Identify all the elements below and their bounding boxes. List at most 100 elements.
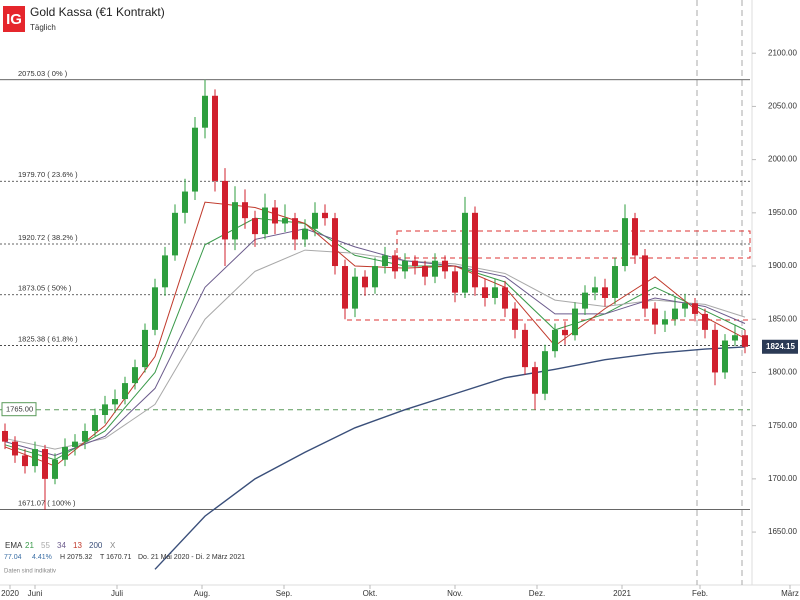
x-tick-label: 2021 bbox=[613, 589, 631, 598]
candle-body bbox=[602, 287, 608, 298]
candle-body bbox=[442, 260, 448, 272]
x-tick-label: 2020 bbox=[1, 589, 19, 598]
candle-body bbox=[722, 340, 728, 373]
fib-label: 1920.72 ( 38.2% ) bbox=[18, 233, 78, 242]
candle-body bbox=[372, 266, 378, 288]
candle-body bbox=[452, 271, 458, 293]
disclaimer: Daten sind indikativ bbox=[4, 569, 56, 575]
y-tick-label: 1950.00 bbox=[768, 208, 797, 217]
candle-body bbox=[122, 383, 128, 400]
candle-body bbox=[152, 287, 158, 330]
candle-body bbox=[582, 292, 588, 309]
candle-body bbox=[632, 218, 638, 256]
candle-body bbox=[562, 329, 568, 336]
candle-body bbox=[482, 287, 488, 298]
chart-title: Gold Kassa (€1 Kontrakt) bbox=[30, 5, 165, 19]
legend-label: EMA bbox=[5, 541, 23, 550]
candle-body bbox=[382, 255, 388, 267]
legend-entry: 21 bbox=[25, 541, 34, 550]
stat: 4.41% bbox=[32, 554, 52, 561]
y-tick-label: 1800.00 bbox=[768, 368, 797, 377]
candle-body bbox=[272, 207, 278, 224]
x-tick-label: Dez. bbox=[529, 589, 545, 598]
candle-body bbox=[362, 276, 368, 288]
candle-body bbox=[282, 218, 288, 224]
ema-line bbox=[154, 346, 746, 570]
y-tick-label: 1750.00 bbox=[768, 421, 797, 430]
candle-body bbox=[612, 266, 618, 298]
candle-body bbox=[502, 287, 508, 309]
candle-body bbox=[162, 255, 168, 288]
candle-body bbox=[202, 95, 208, 128]
candle-body bbox=[82, 430, 88, 442]
stat: T 1670.71 bbox=[100, 554, 132, 561]
candle-body bbox=[742, 335, 748, 347]
chart-subtitle: Täglich bbox=[30, 23, 56, 32]
ema-line bbox=[4, 217, 746, 461]
y-tick-label: 2100.00 bbox=[768, 48, 797, 57]
y-tick-label: 1700.00 bbox=[768, 474, 797, 483]
candle-body bbox=[302, 228, 308, 240]
candle-body bbox=[32, 449, 38, 467]
candle-body bbox=[132, 367, 138, 384]
candle-body bbox=[62, 446, 68, 460]
fib-label: 1825.38 ( 61.8% ) bbox=[18, 334, 78, 343]
candle-body bbox=[322, 212, 328, 219]
candle-body bbox=[682, 303, 688, 309]
logo bbox=[3, 6, 25, 32]
candle-body bbox=[692, 303, 698, 314]
candle-body bbox=[22, 455, 28, 467]
ema-line bbox=[4, 201, 746, 467]
x-tick-label: Juli bbox=[111, 589, 123, 598]
support-box bbox=[1, 402, 37, 417]
legend: EMA 21 55 34 13 200 X bbox=[5, 541, 116, 550]
candle-body bbox=[242, 202, 248, 219]
price-label: 1824.15 bbox=[766, 342, 795, 351]
candle-body bbox=[332, 218, 338, 267]
candle-body bbox=[532, 367, 538, 394]
candle-body bbox=[52, 459, 58, 479]
candle-body bbox=[72, 441, 78, 447]
x-tick-label: Aug. bbox=[194, 589, 210, 598]
candle-body bbox=[12, 441, 18, 456]
candle-body bbox=[342, 266, 348, 309]
fib-label: 1979.70 ( 23.6% ) bbox=[18, 170, 78, 179]
candle-body bbox=[552, 329, 558, 352]
candle-body bbox=[232, 202, 238, 240]
candle-body bbox=[2, 430, 8, 442]
candle-body bbox=[352, 276, 358, 309]
candle-body bbox=[402, 260, 408, 272]
x-tick-label: Okt. bbox=[363, 589, 378, 598]
candle-body bbox=[192, 127, 198, 192]
x-tick-label: Sep. bbox=[276, 589, 292, 598]
price-box bbox=[762, 339, 798, 354]
candle-body bbox=[652, 308, 658, 325]
plot-area bbox=[0, 79, 750, 570]
logo-text: IG bbox=[6, 11, 22, 28]
candle-body bbox=[422, 266, 428, 277]
candle-body bbox=[642, 255, 648, 309]
candle-body bbox=[522, 329, 528, 368]
x-tick-label: März bbox=[781, 589, 799, 598]
candle-body bbox=[392, 255, 398, 272]
candle-body bbox=[312, 212, 318, 229]
candle-body bbox=[702, 313, 708, 330]
candle-body bbox=[592, 287, 598, 293]
candle-body bbox=[432, 260, 438, 277]
candle-body bbox=[672, 308, 678, 320]
legend-entry: 55 bbox=[41, 541, 50, 550]
candle-body bbox=[212, 95, 218, 181]
candle-body bbox=[542, 351, 548, 394]
legend-entry: 13 bbox=[73, 541, 82, 550]
x-tick-label: Juni bbox=[28, 589, 43, 598]
x-tick-label: Nov. bbox=[447, 589, 463, 598]
candle-body bbox=[472, 212, 478, 288]
candle-body bbox=[732, 335, 738, 341]
candle-body bbox=[662, 319, 668, 325]
candle-body bbox=[462, 212, 468, 293]
candle-body bbox=[572, 308, 578, 336]
candle-body bbox=[622, 218, 628, 267]
candle-body bbox=[182, 191, 188, 213]
